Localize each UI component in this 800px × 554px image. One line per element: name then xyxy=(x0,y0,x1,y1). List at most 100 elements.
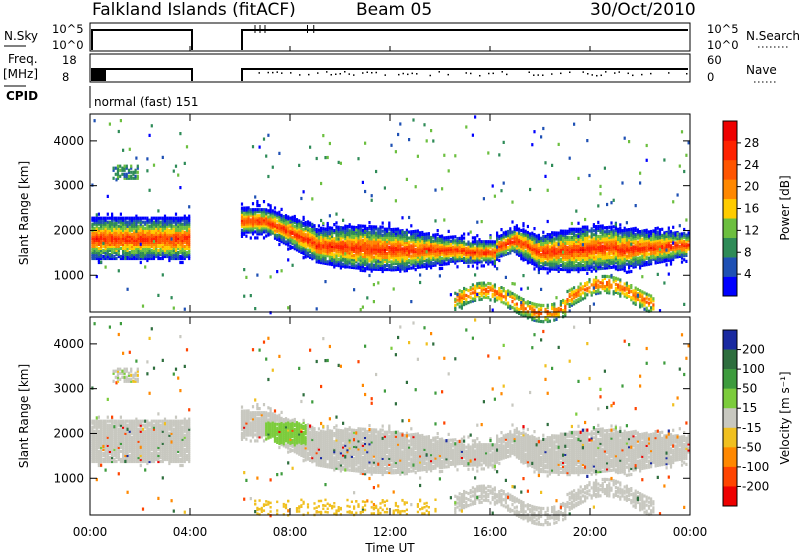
power-cell xyxy=(377,227,380,231)
power-cell xyxy=(326,246,329,250)
power-cell xyxy=(104,232,107,236)
power-cell xyxy=(383,247,386,251)
power-cell xyxy=(586,257,589,261)
power-cell xyxy=(397,263,400,267)
power-cell xyxy=(168,236,171,240)
power-cell xyxy=(335,231,338,235)
nave-dot xyxy=(308,73,310,76)
power-cell xyxy=(478,238,481,242)
power-cell xyxy=(399,251,402,255)
power-cell xyxy=(463,250,466,254)
power-cell xyxy=(617,237,620,241)
power-cell xyxy=(383,186,386,190)
power-cell xyxy=(359,228,362,232)
power-cell xyxy=(339,256,342,260)
power-cell xyxy=(278,226,281,230)
power-cell xyxy=(170,254,173,259)
power-cell xyxy=(111,238,114,242)
power-cell xyxy=(416,253,419,257)
power-cell xyxy=(425,246,428,250)
power-cell xyxy=(628,228,631,232)
power-cell xyxy=(652,247,655,251)
power-cell xyxy=(577,237,580,241)
power-cell xyxy=(100,216,103,220)
power-cell xyxy=(628,238,631,242)
power-cell xyxy=(276,227,279,231)
power-cell xyxy=(410,300,413,304)
power-cell xyxy=(170,224,173,228)
power-cell xyxy=(183,238,186,242)
power-cell xyxy=(326,223,329,228)
power-cell xyxy=(104,236,107,240)
power-cell xyxy=(421,251,424,255)
power-cell xyxy=(544,307,547,312)
power-cell xyxy=(177,222,180,226)
power-cell xyxy=(388,255,391,259)
power-cell xyxy=(634,259,637,263)
power-cell xyxy=(326,229,329,234)
power-cell xyxy=(537,309,540,313)
power-cell xyxy=(311,251,314,255)
power-cell xyxy=(322,134,325,138)
power-cell xyxy=(478,297,481,302)
power-cell xyxy=(544,316,547,320)
power-cell xyxy=(577,221,580,225)
power-cell xyxy=(606,289,609,293)
power-cell xyxy=(135,216,138,220)
power-cell xyxy=(256,232,259,236)
power-cell xyxy=(183,236,186,240)
power-cell xyxy=(155,218,158,222)
power-cell xyxy=(137,238,140,242)
power-cell xyxy=(102,228,105,232)
power-cell xyxy=(361,305,364,309)
power-cell xyxy=(601,278,604,283)
power-cell xyxy=(412,256,415,260)
power-cell xyxy=(366,241,369,245)
nave-dot xyxy=(348,73,350,75)
power-cell xyxy=(284,228,288,232)
power-cell xyxy=(557,265,560,269)
power-cell xyxy=(564,301,567,306)
power-cell xyxy=(555,263,558,267)
power-cell xyxy=(489,244,492,248)
power-cell xyxy=(181,252,184,257)
power-cell xyxy=(403,239,406,243)
power-cell xyxy=(177,226,180,230)
power-cell xyxy=(458,301,461,305)
power-cell xyxy=(157,252,160,257)
power-cell xyxy=(478,246,481,250)
power-cell xyxy=(557,267,560,271)
power-cell xyxy=(520,238,523,243)
power-cell xyxy=(141,250,145,255)
power-cell xyxy=(529,187,532,192)
power-cell xyxy=(553,243,556,247)
power-cell xyxy=(311,238,314,243)
power-cell xyxy=(643,257,646,261)
power-cell xyxy=(621,181,624,185)
power-cell xyxy=(240,218,244,222)
power-cell xyxy=(559,253,562,257)
power-cell xyxy=(564,237,567,241)
power-cell xyxy=(390,230,393,234)
power-cell xyxy=(168,228,171,232)
power-cell xyxy=(108,232,111,236)
power-cell xyxy=(256,224,259,228)
power-cell xyxy=(172,242,175,246)
power-cell xyxy=(381,247,384,251)
power-cell xyxy=(425,254,428,258)
power-cell xyxy=(529,246,532,250)
power-cell xyxy=(130,250,134,255)
power-cell xyxy=(161,238,164,242)
power-cell xyxy=(168,230,171,234)
power-cell xyxy=(161,228,164,232)
power-cell xyxy=(463,286,466,291)
power-cell xyxy=(557,237,560,241)
power-cell xyxy=(133,238,136,242)
power-cell xyxy=(562,261,565,265)
power-cell xyxy=(636,242,639,246)
power-cell xyxy=(652,297,655,301)
power-cell xyxy=(557,306,560,311)
power-cell xyxy=(469,254,472,258)
power-cell xyxy=(656,242,659,246)
power-cell xyxy=(368,255,371,259)
